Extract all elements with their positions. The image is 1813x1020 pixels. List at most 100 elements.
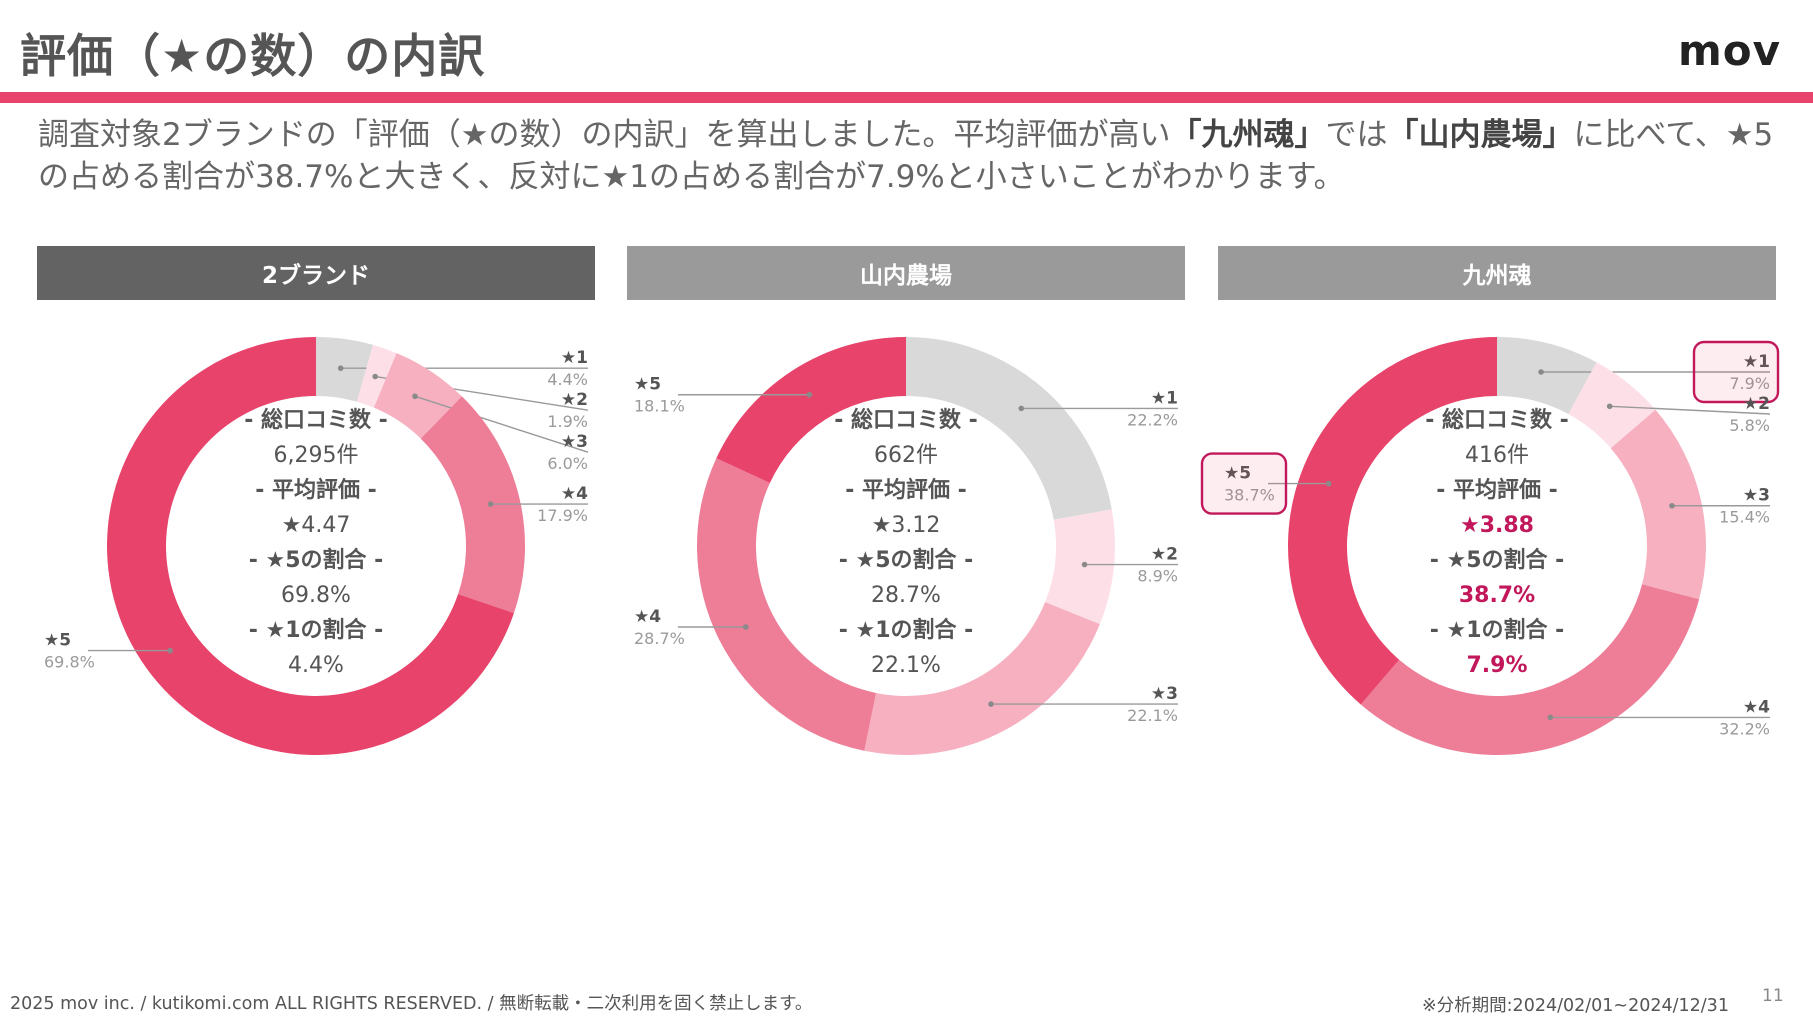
- leader-line: [414, 395, 589, 453]
- stats-avg-label: - 平均評価 -: [845, 478, 967, 503]
- donut-slice-2: [1045, 509, 1115, 625]
- donut-slice-4: [1360, 584, 1700, 756]
- leader-dot: [806, 391, 813, 398]
- slice-label-value: 69.8%: [44, 653, 95, 672]
- leader-dot: [337, 365, 344, 372]
- description-part2: では: [1325, 117, 1388, 153]
- stats-star1-label: - ★1の割合 -: [1429, 618, 1565, 643]
- leader-dot: [487, 501, 494, 507]
- leader-dot: [1325, 480, 1332, 487]
- stats-star1-label: - ★1の割合 -: [838, 618, 974, 643]
- slice-label-value: 28.7%: [634, 629, 685, 648]
- slice-label-name: ★3: [561, 432, 588, 452]
- slice-label-name: ★4: [561, 484, 588, 504]
- leader-dot: [1547, 714, 1554, 721]
- donut-slice-4: [420, 396, 525, 614]
- description-part3: に比べて、★5の占める割合が38.7%と大きく、反対に★1の占める割合が7.9%…: [38, 117, 1774, 195]
- slice-label-name: ★5: [44, 631, 71, 651]
- description-brand-yamauchi: 「山内農場」: [1387, 117, 1574, 153]
- stats-avg-label: - 平均評価 -: [255, 478, 377, 503]
- copyright-footer: 2025 mov inc. / kutikomi.com ALL RIGHTS …: [10, 994, 813, 1014]
- stats-avg-label: - 平均評価 -: [1436, 478, 1558, 503]
- slice-label-value: 18.1%: [634, 397, 685, 416]
- slice-label-value: 22.1%: [1127, 706, 1178, 725]
- donut-slice-4: [697, 458, 877, 751]
- slice-label-name: ★2: [561, 390, 588, 410]
- stats-reviews-value: 6,295件: [273, 443, 359, 468]
- donut-slice-3: [1610, 409, 1706, 600]
- slice-label-name: ★5: [1224, 464, 1251, 484]
- stats-star1-value: 22.1%: [871, 653, 941, 678]
- stats-star5-value: 69.8%: [281, 583, 351, 608]
- leader-line: [1609, 405, 1771, 415]
- stats-kyushu: - 総口コミ数 - 416件 - 平均評価 - ★3.88 - ★5の割合 - …: [1347, 403, 1647, 683]
- stats-star5-label: - ★5の割合 -: [1429, 548, 1565, 573]
- slice-label-name: ★4: [634, 607, 661, 627]
- slice-label-value: 22.2%: [1127, 410, 1178, 429]
- slice-label-value: 15.4%: [1719, 508, 1770, 527]
- slice-label-value: 32.2%: [1719, 719, 1770, 738]
- leader-dot: [1606, 403, 1613, 410]
- stats-reviews-label: - 総口コミ数 -: [834, 408, 978, 433]
- slice-label-value: 8.9%: [1137, 567, 1178, 586]
- stats-star1-value: 4.4%: [288, 653, 344, 678]
- stats-avg-value: ★3.88: [1459, 513, 1534, 538]
- stats-reviews-value: 416件: [1465, 443, 1529, 468]
- stats-star5-value: 28.7%: [871, 583, 941, 608]
- slice-label-name: ★1: [561, 348, 588, 368]
- stats-star5-label: - ★5の割合 -: [248, 548, 384, 573]
- slice-label-name: ★2: [1743, 394, 1770, 414]
- panel-header-kyushu: 九州魂: [1218, 246, 1776, 300]
- highlight-box: [1200, 452, 1288, 515]
- description: 調査対象2ブランドの「評価（★の数）の内訳」を算出しました。平均評価が高い「九州…: [38, 114, 1778, 198]
- slice-label-value: 38.7%: [1224, 486, 1275, 505]
- highlight-box: [1692, 340, 1780, 404]
- slice-label-name: ★1: [1743, 352, 1770, 372]
- slice-label-value: 1.9%: [547, 412, 588, 431]
- stats-star1-label: - ★1の割合 -: [248, 618, 384, 643]
- leader-dot: [1538, 369, 1544, 375]
- slice-label-name: ★2: [1151, 545, 1178, 565]
- leader-dot: [1081, 561, 1088, 568]
- leader-dot: [743, 624, 749, 630]
- mov-logo: mov: [1678, 26, 1781, 75]
- slice-label-name: ★1: [1151, 388, 1178, 408]
- slice-label-value: 4.4%: [547, 370, 588, 389]
- slice-label-value: 6.0%: [547, 454, 588, 473]
- panel-header-yamauchi: 山内農場: [627, 246, 1185, 300]
- leader-dot: [412, 393, 418, 400]
- leader-dot: [988, 701, 994, 707]
- stats-avg-value: ★4.47: [281, 513, 351, 538]
- page-title: 評価（★の数）の内訳: [20, 29, 486, 83]
- leader-dot: [167, 647, 173, 654]
- stats-all: - 総口コミ数 - 6,295件 - 平均評価 - ★4.47 - ★5の割合 …: [166, 403, 466, 683]
- stats-star5-value: 38.7%: [1458, 583, 1536, 608]
- slice-label-name: ★4: [1743, 697, 1770, 717]
- donut-slice-5: [1288, 337, 1497, 705]
- description-part1: 調査対象2ブランドの「評価（★の数）の内訳」を算出しました。平均評価が高い: [38, 117, 1171, 153]
- slice-label-value: 7.9%: [1729, 374, 1770, 393]
- stats-reviews-value: 662件: [874, 443, 938, 468]
- slice-label-name: ★3: [1151, 684, 1178, 704]
- stats-star5-label: - ★5の割合 -: [838, 548, 974, 573]
- panel-header-all: 2ブランド: [37, 246, 595, 300]
- leader-dot: [372, 373, 379, 380]
- slice-label-value: 17.9%: [537, 506, 588, 525]
- slice-label-name: ★3: [1743, 486, 1770, 506]
- title-divider: [0, 92, 1813, 103]
- stats-reviews-label: - 総口コミ数 -: [1425, 408, 1569, 433]
- stats-reviews-label: - 総口コミ数 -: [244, 408, 388, 433]
- leader-dot: [1669, 502, 1675, 509]
- description-brand-kyushu: 「九州魂」: [1170, 117, 1326, 153]
- page-number: 11: [1762, 986, 1784, 1006]
- stats-yamauchi: - 総口コミ数 - 662件 - 平均評価 - ★3.12 - ★5の割合 - …: [756, 403, 1056, 683]
- slice-label-name: ★5: [634, 375, 661, 395]
- donut-slice-1: [316, 337, 374, 402]
- stats-avg-value: ★3.12: [871, 513, 941, 538]
- analysis-period: ※分析期間:2024/02/01~2024/12/31: [1422, 996, 1729, 1016]
- leader-dot: [1018, 405, 1025, 412]
- donut-slice-5: [716, 337, 906, 483]
- stats-star1-value: 7.9%: [1466, 653, 1528, 678]
- donut-slice-3: [864, 602, 1100, 755]
- donut-slice-1: [906, 337, 1112, 520]
